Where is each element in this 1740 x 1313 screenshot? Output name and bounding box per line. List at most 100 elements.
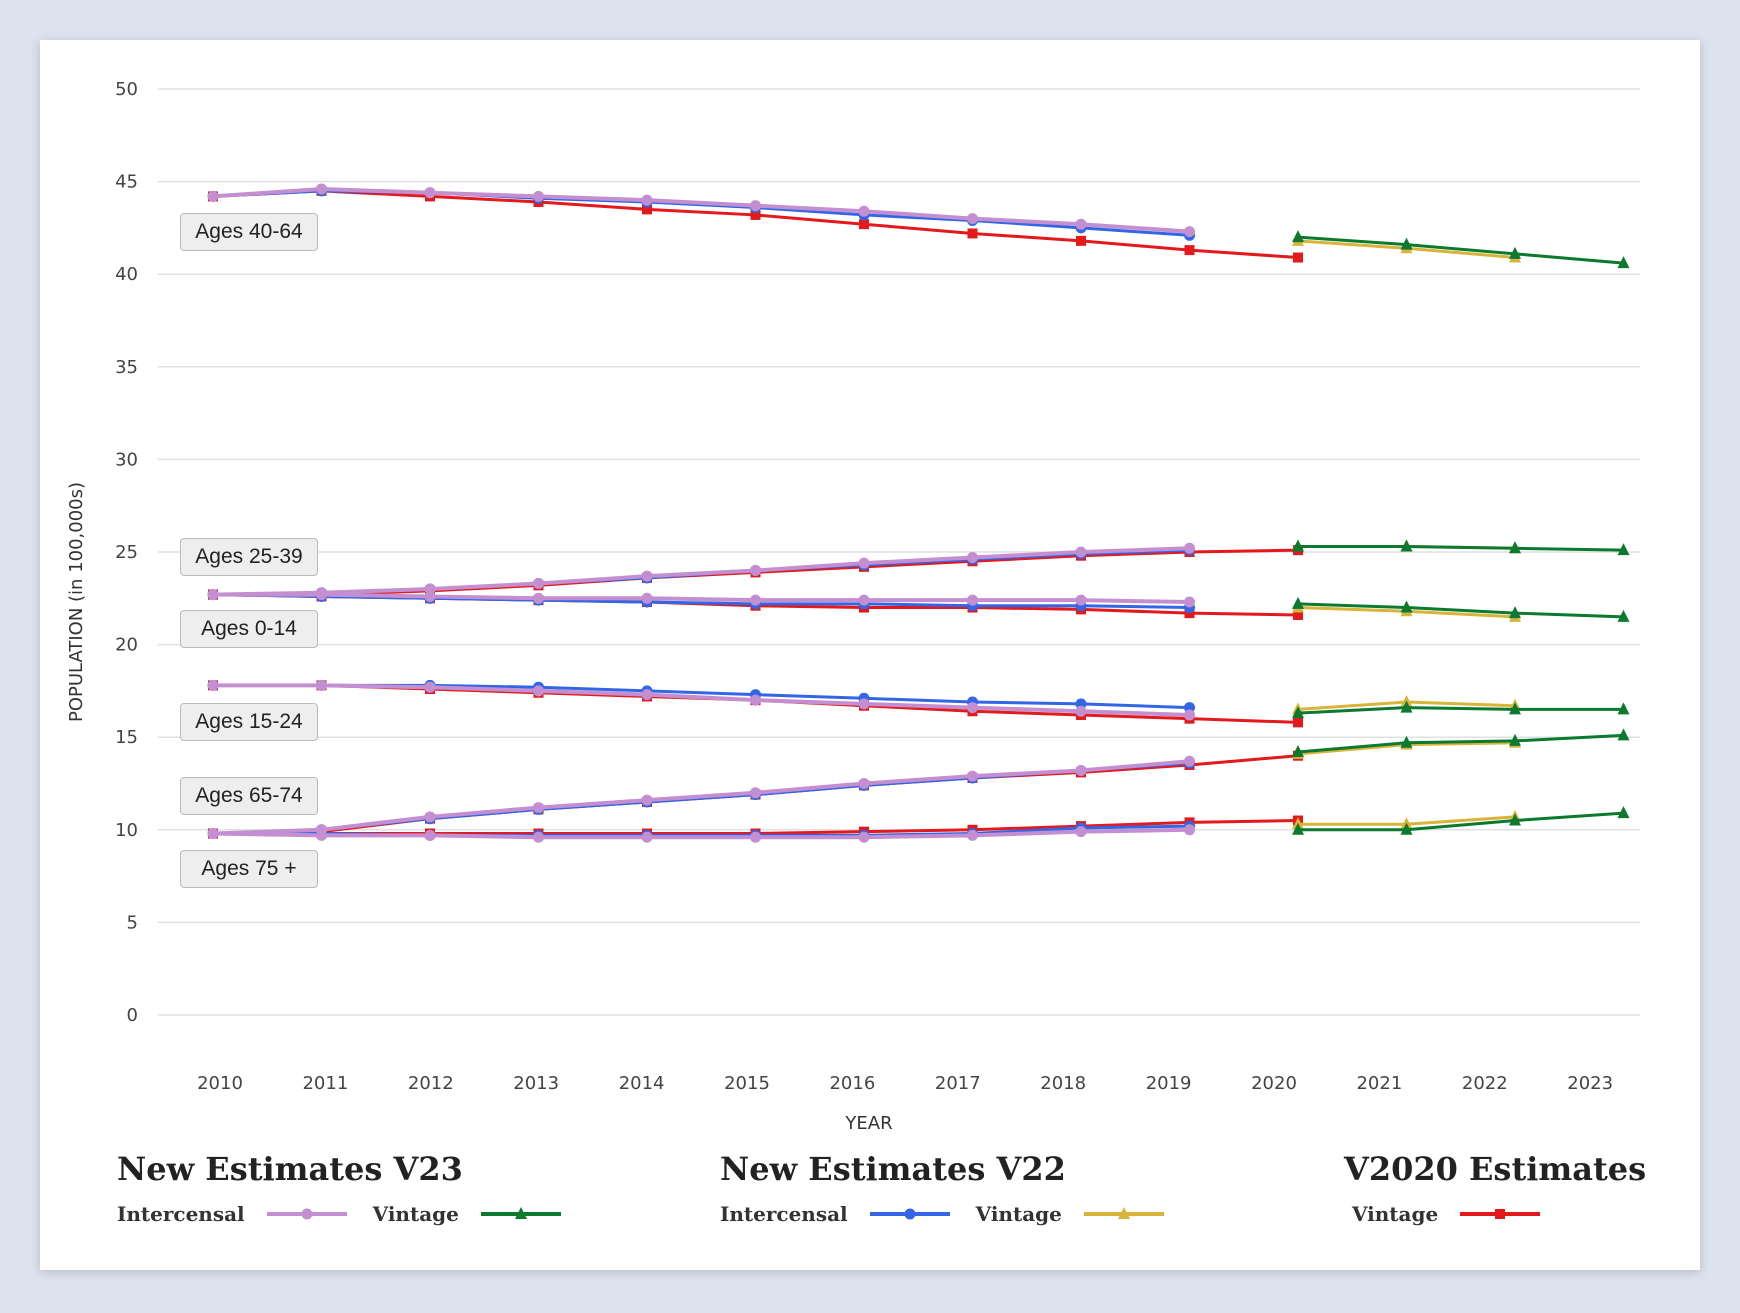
- data-point-circle: [967, 213, 978, 225]
- y-tick-label: 15: [115, 727, 138, 748]
- data-point-circle: [316, 679, 327, 691]
- data-point-circle: [641, 831, 653, 843]
- x-tick-label: 2014: [619, 1073, 665, 1094]
- data-point-triangle: [1617, 728, 1630, 741]
- data-point-square: [642, 204, 652, 215]
- data-point-triangle: [1617, 806, 1630, 819]
- data-point-circle: [1184, 596, 1195, 608]
- data-point-triangle: [1292, 745, 1304, 758]
- series-v23i-ages-15-24: [207, 679, 1195, 721]
- x-tick-label: 2015: [724, 1073, 770, 1094]
- chart-card: 0 5 10 15 20 25 30 35 40 45 50 2010 2011 2012 2013 201…: [40, 40, 1700, 1270]
- data-point-circle: [316, 829, 327, 841]
- data-point-circle: [641, 689, 653, 701]
- x-tick-label: 2019: [1146, 1073, 1192, 1094]
- legend-swatch-v22-vintage: [1083, 1207, 1164, 1219]
- legend-v22: New Estimates V22 Intercensal Vintage: [720, 1150, 1190, 1226]
- data-point-circle: [967, 552, 978, 564]
- data-point-triangle: [1509, 606, 1521, 619]
- legend-title: V2020 Estimates: [1344, 1150, 1647, 1188]
- data-point-triangle: [1400, 539, 1413, 552]
- data-point-square: [859, 219, 869, 230]
- data-point-circle: [316, 183, 327, 195]
- data-point-triangle: [1117, 1207, 1130, 1219]
- legend-title: New Estimates V22: [720, 1150, 1066, 1188]
- line-chart: 0 5 10 15 20 25 30 35 40 45 50 2010 2011 2012 2013 201…: [66, 79, 1640, 1134]
- legend-label: Vintage: [372, 1202, 459, 1226]
- legend-label: Intercensal: [720, 1202, 848, 1226]
- series-v23i-ages-25-39: [207, 542, 1195, 601]
- data-point-triangle: [1292, 596, 1304, 609]
- legend-v23: New Estimates V23 Intercensal Vintage: [117, 1150, 587, 1226]
- data-point-circle: [1075, 594, 1087, 606]
- series-v20v-ages-40-64: [208, 185, 1303, 263]
- age-label-40-64: Ages 40-64: [180, 213, 318, 251]
- data-point-triangle: [1509, 813, 1521, 826]
- series-line: [212, 827, 1190, 840]
- series-v23i-ages-0-14: [207, 589, 1195, 608]
- data-point-circle: [207, 190, 219, 202]
- data-point-circle: [424, 829, 436, 841]
- data-point-circle: [424, 187, 436, 199]
- data-point-triangle: [1400, 237, 1413, 250]
- data-point-circle: [967, 594, 978, 606]
- x-tick-label: 2023: [1567, 1073, 1613, 1094]
- data-point-circle: [1184, 824, 1195, 836]
- data-point-circle: [858, 205, 870, 217]
- x-tick-label: 2018: [1040, 1073, 1086, 1094]
- series-line: [212, 187, 1190, 234]
- series-line: [213, 592, 1190, 605]
- data-point-triangle: [1292, 706, 1304, 719]
- data-point-square: [1184, 245, 1195, 256]
- data-point-circle: [1075, 765, 1087, 777]
- data-point-square: [1293, 252, 1303, 263]
- data-point-circle: [750, 594, 761, 606]
- series-v23v-ages-75-: [1292, 806, 1630, 835]
- data-point-circle: [967, 770, 978, 782]
- series-v23v-ages-15-24: [1292, 700, 1630, 719]
- data-point-circle: [904, 1208, 916, 1220]
- x-axis-label: YEAR: [844, 1113, 892, 1134]
- data-point-circle: [1184, 755, 1195, 767]
- data-point-circle: [1184, 226, 1195, 238]
- x-tick-label: 2016: [829, 1073, 875, 1094]
- data-point-square: [1293, 609, 1303, 620]
- data-point-circle: [750, 831, 761, 843]
- series-line: [213, 683, 1190, 717]
- data-point-triangle: [1400, 700, 1413, 713]
- data-point-circle: [641, 794, 653, 806]
- data-point-circle: [533, 831, 544, 843]
- y-tick-label: 35: [115, 357, 138, 378]
- series-line: [1298, 811, 1624, 832]
- data-point-circle: [424, 681, 436, 693]
- data-point-square: [967, 228, 978, 239]
- legend-label: Vintage: [1352, 1202, 1439, 1226]
- data-point-circle: [750, 787, 761, 799]
- x-tick-label: 2021: [1356, 1073, 1402, 1094]
- data-point-triangle: [1509, 246, 1521, 259]
- data-point-square: [1184, 608, 1195, 619]
- data-point-circle: [750, 200, 761, 212]
- data-point-square: [1293, 717, 1303, 728]
- legend-swatch-v23-intercensal: [266, 1208, 347, 1220]
- age-label-25-39: Ages 25-39: [180, 538, 318, 576]
- data-point-circle: [858, 594, 870, 606]
- series-v23v-ages-40-64: [1292, 230, 1630, 269]
- data-point-triangle: [1617, 256, 1630, 269]
- data-point-circle: [533, 802, 544, 814]
- data-point-circle: [533, 685, 544, 697]
- data-point-triangle: [1617, 609, 1630, 622]
- x-tick-label: 2012: [408, 1073, 454, 1094]
- series-v23v-ages-65-74: [1292, 728, 1630, 758]
- data-point-square: [1495, 1209, 1506, 1219]
- y-tick-label: 50: [115, 79, 138, 100]
- y-tick-label: 10: [115, 820, 138, 841]
- series-v23i-ages-75-: [207, 824, 1195, 843]
- data-point-triangle: [1400, 822, 1413, 835]
- data-point-triangle: [1292, 230, 1304, 243]
- data-point-circle: [1075, 705, 1087, 717]
- legend-swatch-v2020-vintage: [1460, 1209, 1541, 1219]
- data-point-circle: [858, 778, 870, 789]
- data-point-circle: [1184, 542, 1195, 554]
- data-point-circle: [424, 590, 436, 602]
